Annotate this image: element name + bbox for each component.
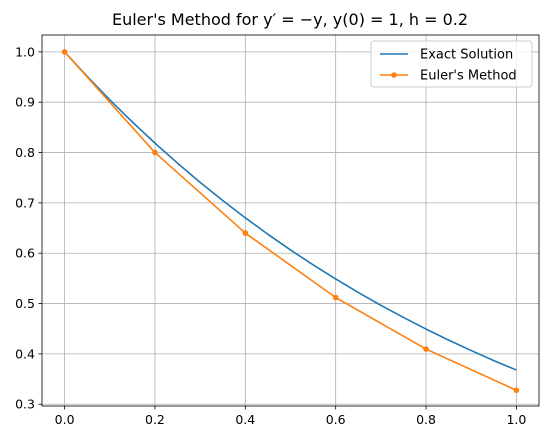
y-tick-label: 0.6 <box>15 246 35 261</box>
x-tick-label: 0.8 <box>416 412 436 427</box>
plot-frame <box>41 34 540 407</box>
x-tick-label: 0.2 <box>145 412 165 427</box>
legend-box <box>370 40 533 88</box>
data-point-euler-s-method <box>423 346 429 352</box>
data-point-euler-s-method <box>513 387 520 394</box>
y-tick-label: 0.5 <box>15 296 35 311</box>
data-point-euler-s-method <box>61 49 68 55</box>
data-point-euler-s-method <box>332 294 339 301</box>
y-tick-label: 0.3 <box>15 397 35 412</box>
axis-ticks: 0.0 0.2 0.4 0.6 0.8 1.0 0.3 0.4 0.5 0.6 0.7 0.8 0.9 1… <box>15 44 526 427</box>
y-tick-label: 0.8 <box>15 145 35 160</box>
x-tick-label: 0.6 <box>326 412 346 427</box>
legend: Exact Solution Euler's Method <box>370 40 533 88</box>
data-point-euler-s-method <box>242 230 249 236</box>
y-tick-label: 1.0 <box>15 44 35 59</box>
data-point-euler-s-method <box>152 149 158 156</box>
y-tick-label: 0.4 <box>15 346 35 361</box>
grid <box>42 35 539 406</box>
x-tick-label: 0.4 <box>235 412 255 427</box>
legend-label: Euler's Method <box>420 69 517 84</box>
series-line-euler-s-method <box>63 51 517 392</box>
x-tick-label: 0.0 <box>55 412 75 427</box>
y-tick-label: 0.9 <box>15 95 35 110</box>
y-tick-label: 0.7 <box>15 195 35 210</box>
legend-label: Exact Solution <box>420 48 513 63</box>
x-tick-label: 1.0 <box>506 412 526 427</box>
series-layer <box>61 49 520 394</box>
series-line-exact-solution <box>64 51 517 371</box>
legend-marker <box>391 72 397 78</box>
chart-title: Euler's Method for y′ = −y, y(0) = 1, h … <box>112 10 468 29</box>
